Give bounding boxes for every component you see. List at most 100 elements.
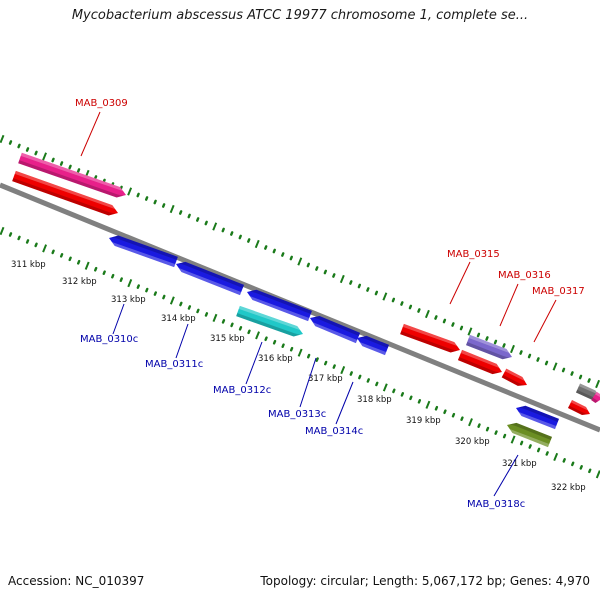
- inner-tick: [230, 322, 234, 328]
- outer-tick: [561, 367, 566, 373]
- gene-arrow: [400, 323, 460, 353]
- inner-tick: [315, 357, 319, 362]
- outer-tick: [323, 269, 327, 275]
- inner-tick: [571, 461, 575, 467]
- gene-shadow: [236, 313, 301, 337]
- outer-tick: [196, 217, 200, 222]
- outer-tick: [493, 339, 498, 345]
- outer-tick: [76, 168, 81, 173]
- kbp-label: 315 kbp: [210, 334, 245, 344]
- inner-tick: [169, 296, 175, 305]
- outer-tick: [315, 266, 319, 271]
- outer-tick: [238, 234, 242, 240]
- inner-tick: [588, 468, 592, 474]
- gene-label-MAB_0314c: MAB_0314c: [305, 426, 363, 437]
- inner-tick: [494, 430, 498, 435]
- inner-tick: [145, 287, 149, 293]
- inner-tick: [443, 409, 447, 415]
- inner-tick: [264, 336, 268, 342]
- outer-tick: [366, 287, 370, 292]
- inner-tick: [221, 319, 226, 324]
- gene-shadow: [518, 405, 559, 422]
- gene-shadow: [575, 389, 598, 400]
- gene-MAB_0311c: [175, 261, 245, 296]
- inner-tick: [51, 249, 55, 255]
- gene-highlight: [460, 349, 500, 368]
- inner-tick: [536, 447, 541, 453]
- gene-MAB_0310c: [108, 235, 178, 268]
- outer-tick: [136, 192, 140, 198]
- inner-tick: [84, 261, 90, 270]
- gene-shadow: [111, 235, 178, 260]
- gene-highlight: [249, 295, 310, 322]
- gene-highlight: [509, 429, 550, 448]
- inner-tick: [468, 418, 473, 427]
- inner-tick: [425, 400, 431, 409]
- outer-tick: [187, 213, 191, 219]
- inner-tick: [153, 291, 157, 296]
- kbp-label: 322 kbp: [551, 483, 586, 493]
- gene-arrow: [356, 335, 390, 356]
- inner-tick: [409, 395, 413, 401]
- gene-arrow: [506, 422, 553, 448]
- outer-tick: [153, 199, 157, 205]
- inner-tick: [340, 365, 346, 375]
- inner-tick: [111, 273, 115, 279]
- gene-shadow: [312, 316, 361, 336]
- outer-tick: [68, 164, 72, 170]
- outer-tick: [578, 374, 583, 380]
- outer-tick: [382, 292, 388, 301]
- leader-line: [499, 283, 519, 327]
- inner-tick: [358, 374, 362, 380]
- gene-pink_edge: [591, 391, 600, 403]
- leader-line: [80, 111, 101, 157]
- inner-tick: [187, 305, 192, 310]
- gene-shadow: [457, 357, 500, 375]
- outer-tick: [281, 252, 285, 257]
- gene-gray_gene: [575, 383, 600, 400]
- outer-tick: [254, 239, 260, 249]
- gene-highlight: [359, 342, 387, 356]
- topology-summary: Topology: circular; Length: 5,067,172 bp…: [260, 574, 590, 588]
- inner-tick: [42, 244, 48, 253]
- inner-tick: [366, 378, 370, 383]
- inner-tick: [528, 444, 532, 449]
- inner-tick: [434, 405, 439, 411]
- leader-line: [175, 323, 189, 359]
- inner-tick: [417, 398, 422, 404]
- inner-tick: [94, 266, 98, 272]
- gene-MAB_0318c: [506, 422, 553, 448]
- outer-tick: [25, 147, 30, 152]
- inner-tick: [519, 440, 524, 446]
- inner-tick: [392, 388, 396, 394]
- inner-tick: [25, 239, 30, 244]
- gene-highlight: [518, 412, 557, 430]
- outer-tick: [212, 222, 218, 231]
- leader-line: [299, 357, 317, 408]
- gene-arrow: [515, 405, 559, 430]
- outer-tick: [349, 280, 353, 285]
- gene-shadow: [567, 405, 588, 416]
- inner-tick: [119, 277, 123, 282]
- inner-tick: [255, 331, 260, 340]
- kbp-label: 320 kbp: [455, 437, 490, 447]
- gene-highlight: [402, 323, 458, 347]
- outer-tick: [434, 315, 438, 320]
- inner-tick: [179, 301, 183, 307]
- outer-tick: [59, 161, 64, 166]
- outer-tick: [230, 231, 234, 236]
- outer-tick: [127, 187, 133, 196]
- gene-arrow: [246, 289, 312, 322]
- outer-tick: [51, 157, 55, 163]
- gene-fwd_red_1: [12, 170, 119, 216]
- kbp-label: 311 kbp: [11, 260, 46, 270]
- inner-tick: [68, 256, 72, 262]
- gene-label-MAB_0310c: MAB_0310c: [80, 334, 138, 345]
- gene-arrow: [457, 349, 503, 375]
- outer-tick: [502, 343, 506, 348]
- inner-tick: [562, 458, 566, 463]
- inner-tick: [127, 279, 133, 288]
- inner-tick: [485, 426, 490, 432]
- leader-line: [449, 261, 471, 305]
